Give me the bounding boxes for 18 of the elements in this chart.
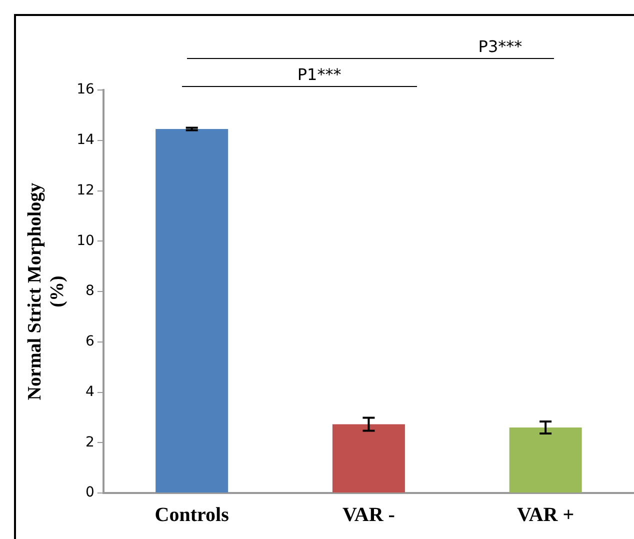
- bar: [156, 129, 228, 492]
- y-tick-label: 10: [76, 232, 94, 249]
- x-tick-label: Controls: [154, 504, 230, 526]
- text: P1***: [297, 65, 342, 84]
- bar: [332, 424, 405, 492]
- y-axis-title: Normal Strict Morphology (%): [24, 182, 68, 400]
- text: P3***: [478, 37, 522, 56]
- y-tick-label: 12: [76, 182, 94, 198]
- y-tick-label: 2: [85, 434, 94, 450]
- y-tick-label: 0: [85, 484, 94, 501]
- y-tick-label: 8: [85, 283, 94, 300]
- x-tick-label: VAR +: [516, 504, 574, 526]
- y-tick-label: 16: [76, 82, 94, 98]
- y-tick-label: 4: [85, 384, 94, 400]
- bar: [509, 428, 582, 492]
- x-tick-label: VAR -: [342, 504, 395, 526]
- y-tick-label: 6: [85, 334, 94, 350]
- y-tick-label: 14: [76, 132, 94, 148]
